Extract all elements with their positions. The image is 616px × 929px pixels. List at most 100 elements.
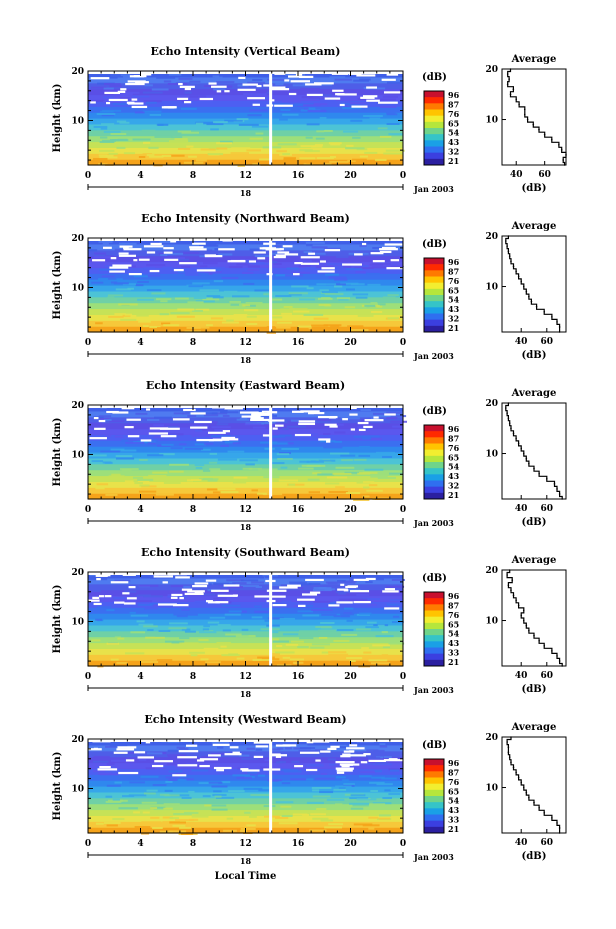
data-gap bbox=[145, 741, 151, 744]
data-gap bbox=[178, 82, 183, 86]
profile-point bbox=[508, 756, 511, 759]
data-gap bbox=[164, 258, 179, 261]
heatmap-cell bbox=[91, 639, 101, 642]
heatmap-cell bbox=[162, 816, 173, 819]
data-gap bbox=[349, 413, 358, 416]
data-gap bbox=[170, 240, 177, 243]
heatmap-cell bbox=[311, 145, 323, 148]
heatmap-cell bbox=[165, 780, 173, 783]
profile-frame bbox=[501, 235, 567, 333]
heatmap-cell bbox=[108, 315, 124, 318]
data-gap bbox=[381, 246, 396, 250]
heatmap-cell bbox=[344, 306, 356, 309]
data-gap bbox=[112, 264, 132, 267]
heatmap-cell bbox=[137, 280, 149, 283]
heatmap-cell bbox=[150, 816, 160, 819]
data-gap bbox=[192, 585, 208, 588]
heatmap-cell bbox=[104, 434, 112, 437]
colorbar-swatch bbox=[424, 103, 444, 110]
heatmap-cell bbox=[373, 749, 385, 752]
heatmap-band bbox=[88, 100, 403, 107]
heatmap-cell bbox=[358, 454, 371, 457]
heatmap-cell bbox=[319, 117, 327, 120]
heatmap-cell bbox=[181, 266, 190, 269]
heatmap-cell bbox=[245, 463, 255, 466]
heatmap-cell bbox=[367, 757, 381, 760]
data-gap bbox=[263, 84, 273, 87]
heatmap-cell bbox=[268, 261, 278, 264]
profile-x-tick-label: 40 bbox=[515, 337, 528, 347]
data-gap bbox=[240, 411, 259, 414]
heatmap-cell bbox=[353, 407, 372, 410]
heatmap-cell bbox=[146, 264, 166, 267]
heatmap-cell bbox=[203, 262, 218, 265]
heatmap-cell bbox=[91, 589, 101, 592]
heatmap-cell bbox=[221, 654, 240, 657]
heatmap-cell bbox=[213, 280, 224, 283]
data-gap bbox=[138, 258, 150, 261]
data-gap bbox=[315, 759, 321, 762]
heatmap-cell bbox=[275, 816, 289, 819]
heatmap-cell bbox=[312, 817, 329, 820]
heatmap-cell bbox=[386, 112, 396, 115]
y-tick-label: 20 bbox=[71, 234, 84, 244]
profile-point bbox=[525, 791, 528, 794]
heatmap-cell bbox=[96, 483, 109, 486]
heatmap-band bbox=[88, 446, 403, 453]
heatmap-cell bbox=[311, 608, 324, 611]
data-gap bbox=[224, 90, 230, 93]
heatmap-cell bbox=[388, 793, 401, 796]
heatmap-cell bbox=[257, 656, 275, 659]
heatmap-cell bbox=[163, 481, 181, 484]
heatmap-cell bbox=[302, 104, 321, 107]
heatmap-cell bbox=[338, 598, 358, 601]
data-gap bbox=[181, 588, 193, 591]
heatmap-cell bbox=[366, 749, 379, 752]
data-gap bbox=[363, 425, 373, 429]
heatmap-cell bbox=[307, 252, 326, 255]
heatmap-cell bbox=[166, 763, 187, 766]
heatmap-cell bbox=[194, 326, 210, 329]
heatmap-cell bbox=[203, 647, 219, 650]
heatmap-cell bbox=[355, 628, 371, 631]
data-gap bbox=[306, 768, 318, 772]
heatmap-cell bbox=[215, 796, 235, 799]
heatmap-band bbox=[88, 243, 403, 251]
heatmap-cell bbox=[171, 136, 183, 139]
data-gap bbox=[361, 242, 367, 246]
heatmap-cell bbox=[104, 418, 112, 421]
heatmap-cell bbox=[169, 817, 179, 820]
heatmap-cell bbox=[318, 303, 330, 306]
heatmap-cell bbox=[341, 459, 353, 462]
heatmap-cell bbox=[250, 793, 270, 796]
heatmap-band bbox=[88, 141, 403, 148]
heatmap-band bbox=[88, 135, 403, 143]
heatmap-cell bbox=[226, 319, 234, 322]
profile-point bbox=[508, 569, 511, 571]
heatmap-cell bbox=[377, 624, 385, 627]
heatmap-cell bbox=[382, 296, 396, 299]
heatmap-cell bbox=[225, 633, 242, 636]
data-gap bbox=[258, 412, 272, 416]
heatmap-cell bbox=[307, 478, 320, 481]
heatmap-cell bbox=[291, 760, 300, 763]
heatmap-cell bbox=[375, 158, 387, 161]
colorbar-tick-label: 96 bbox=[448, 591, 460, 601]
profile-point bbox=[506, 412, 508, 414]
heatmap-cell bbox=[311, 246, 328, 249]
heatmap-cell bbox=[126, 253, 133, 256]
heatmap-cell bbox=[131, 497, 145, 500]
heatmap-cell bbox=[164, 789, 173, 792]
heatmap-cell bbox=[294, 587, 304, 590]
data-gap bbox=[229, 746, 239, 749]
heatmap-cell bbox=[365, 626, 380, 629]
heatmap-cell bbox=[191, 434, 212, 437]
heatmap-cell bbox=[289, 658, 305, 661]
heatmap-cell bbox=[116, 661, 128, 664]
x-tick-label: 0 bbox=[85, 171, 91, 181]
x-tick-label: 16 bbox=[292, 505, 305, 515]
heatmap-cell bbox=[330, 143, 341, 146]
heatmap-cell bbox=[290, 778, 308, 781]
heatmap-cell bbox=[137, 298, 154, 301]
